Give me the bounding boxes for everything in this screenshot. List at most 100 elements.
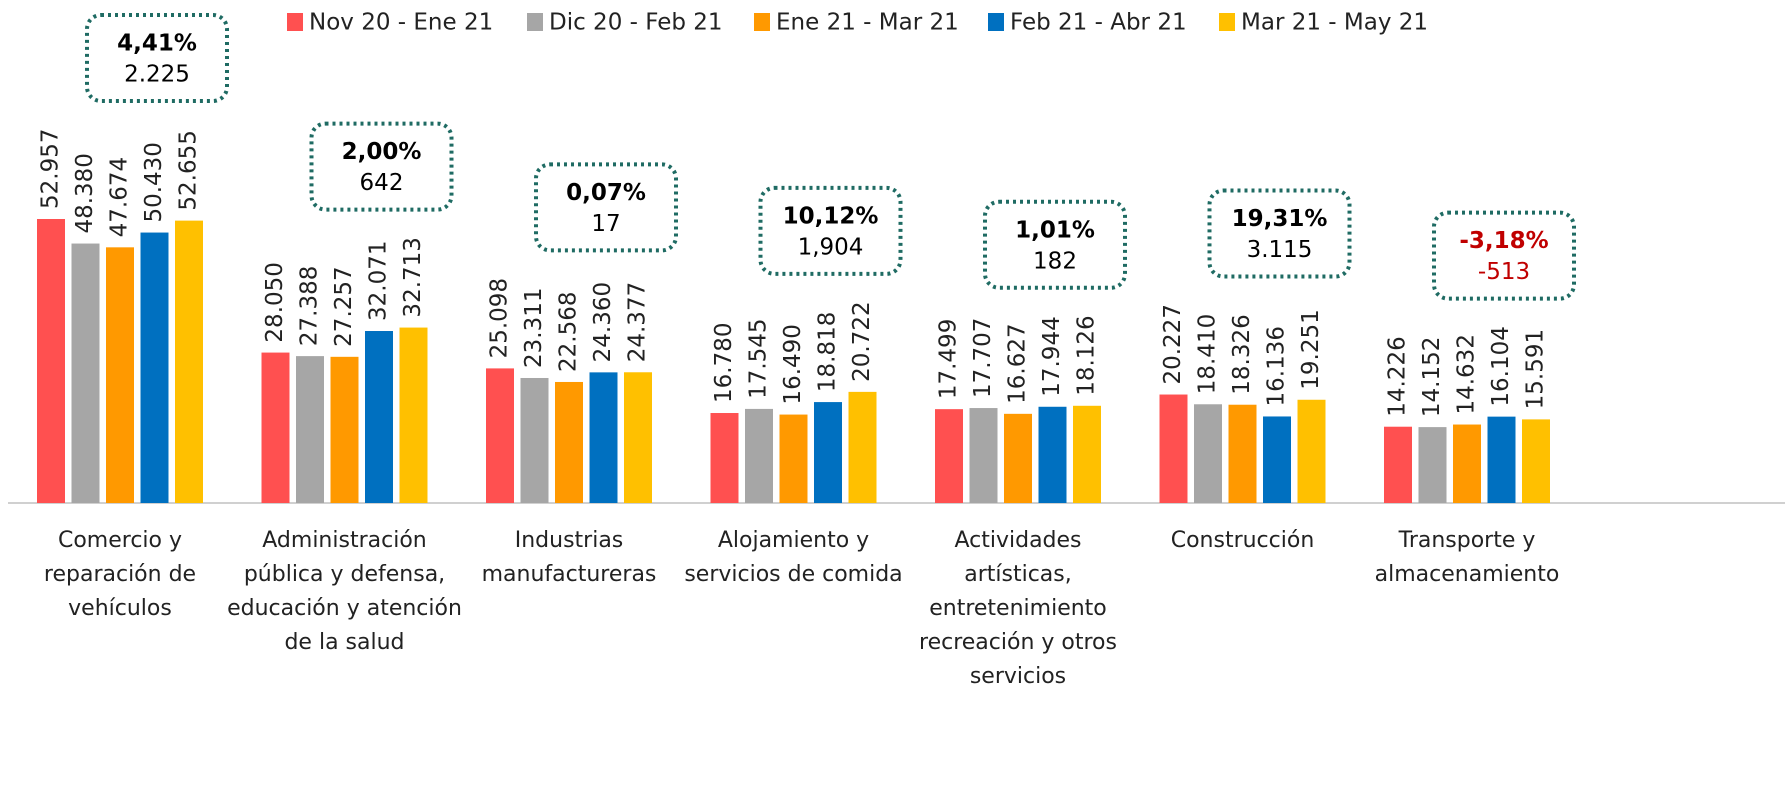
- value-label: 17.707: [970, 318, 996, 398]
- annotation-pct: 19,31%: [1232, 206, 1328, 232]
- value-label: 28.050: [262, 262, 288, 342]
- bar: [555, 381, 583, 503]
- annotation-change: 2.225: [124, 62, 190, 88]
- annotation-change: 3.115: [1247, 237, 1313, 263]
- legend-label: Dic 20 - Feb 21: [549, 10, 723, 36]
- legend-label: Feb 21 - Abr 21: [1010, 10, 1187, 36]
- annotation-box: [1207, 188, 1352, 279]
- category-label: Actividades artísticas, entretenimiento …: [919, 528, 1117, 689]
- bar: [1263, 416, 1291, 503]
- bar: [1522, 419, 1550, 503]
- annotation-box: [309, 121, 454, 212]
- bar: [969, 408, 998, 503]
- value-label: 17.499: [936, 319, 962, 399]
- annotation-change: 182: [1033, 248, 1077, 274]
- value-label: 17.545: [746, 318, 772, 398]
- bar: [140, 232, 169, 504]
- bar: [296, 356, 324, 503]
- value-label: 24.360: [590, 282, 616, 362]
- value-label: 18.126: [1074, 315, 1100, 395]
- annotation-box: [983, 199, 1127, 290]
- bar: [37, 219, 65, 503]
- value-label: 19.251: [1298, 309, 1324, 389]
- bar: [399, 327, 428, 503]
- annotation-box: [85, 13, 229, 103]
- bar: [814, 402, 842, 503]
- value-label: 14.226: [1385, 336, 1411, 416]
- bar: [106, 247, 134, 503]
- annotation-box: [1432, 210, 1576, 301]
- bar: [745, 408, 773, 503]
- bar: [1004, 413, 1032, 503]
- annotation-pct: 10,12%: [783, 203, 879, 229]
- annotation-change: -513: [1478, 259, 1530, 285]
- value-label: 16.104: [1488, 326, 1514, 406]
- value-label: 25.098: [487, 278, 513, 358]
- annotation-pct: 4,41%: [117, 31, 197, 57]
- value-label: 16.627: [1005, 323, 1031, 403]
- annotation-pct: -3,18%: [1459, 228, 1548, 254]
- bar: [175, 220, 203, 504]
- value-label: 16.780: [711, 323, 737, 403]
- annotation-change: 1,904: [798, 234, 864, 260]
- bar: [779, 414, 808, 503]
- value-label: 27.257: [331, 266, 357, 346]
- value-label: 17.944: [1039, 316, 1065, 396]
- category-label: Industrias manufactureras: [481, 528, 657, 587]
- category-label: Transporte y almacenamiento: [1374, 528, 1560, 587]
- bar: [1159, 394, 1188, 503]
- bar: [520, 377, 549, 503]
- value-label: 32.713: [400, 237, 426, 317]
- bar: [1073, 405, 1101, 503]
- legend-label: Ene 21 - Mar 21: [776, 10, 959, 36]
- legend-label: Mar 21 - May 21: [1241, 10, 1428, 36]
- value-label: 24.377: [625, 282, 651, 362]
- bar: [365, 331, 393, 503]
- value-label: 16.490: [780, 324, 806, 404]
- bar: [71, 243, 100, 504]
- bar: [330, 356, 359, 503]
- bar: [624, 372, 652, 503]
- value-label: 14.632: [1454, 334, 1480, 414]
- bar: [1297, 399, 1326, 503]
- bar: [848, 391, 877, 503]
- annotation-pct: 1,01%: [1015, 217, 1095, 243]
- bar: [710, 413, 739, 503]
- value-label: 18.818: [815, 312, 841, 392]
- bar: [486, 368, 514, 503]
- value-label: 20.227: [1160, 304, 1186, 384]
- bar: [1487, 416, 1516, 503]
- value-label: 15.591: [1523, 329, 1549, 409]
- legend-swatch: [754, 13, 770, 31]
- value-label: 18.326: [1229, 314, 1255, 394]
- legend-label: Nov 20 - Ene 21: [309, 10, 493, 36]
- bar: [1038, 406, 1067, 503]
- annotation-change: 17: [591, 211, 620, 237]
- legend-swatch: [527, 13, 543, 31]
- annotation-box: [758, 185, 903, 276]
- value-label: 52.957: [38, 129, 64, 209]
- bar: [1418, 427, 1447, 503]
- bar: [935, 409, 963, 503]
- legend-swatch: [1219, 13, 1235, 31]
- bar: [261, 352, 290, 503]
- category-label: Administración pública y defensa, educac…: [227, 528, 462, 655]
- value-label: 20.722: [849, 301, 875, 381]
- annotation-change: 642: [360, 170, 404, 196]
- value-label: 16.136: [1264, 326, 1290, 406]
- bar: [1228, 404, 1257, 503]
- category-label: Alojamiento y servicios de comida: [684, 528, 903, 587]
- bar: [589, 372, 618, 503]
- value-label: 32.071: [366, 241, 392, 321]
- value-label: 47.674: [107, 157, 133, 237]
- value-label: 18.410: [1195, 314, 1221, 394]
- value-label: 27.388: [297, 266, 323, 346]
- legend-swatch: [988, 13, 1004, 31]
- value-label: 23.311: [521, 288, 547, 368]
- bar: [1453, 424, 1481, 503]
- category-label: Construcción: [1170, 528, 1315, 553]
- value-label: 22.568: [556, 291, 582, 371]
- category-label: Comercio y reparación de vehículos: [43, 528, 197, 621]
